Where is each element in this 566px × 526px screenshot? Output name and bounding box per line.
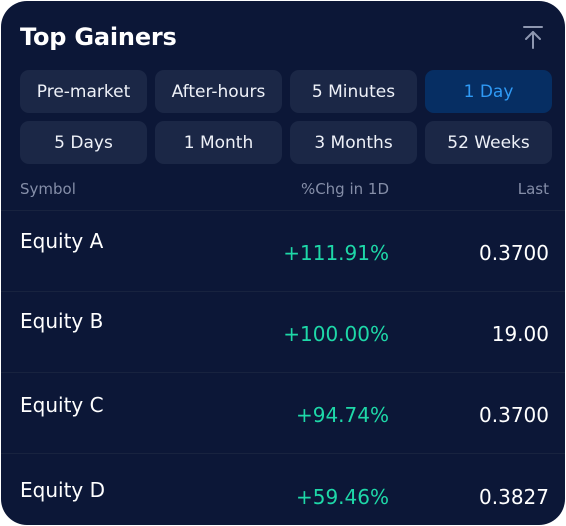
panel-title: Top Gainers xyxy=(20,23,177,51)
period-1-month-button[interactable]: 1 Month xyxy=(155,121,282,164)
column-header-last[interactable]: Last xyxy=(517,180,549,198)
collapse-button[interactable] xyxy=(519,23,547,51)
period-52-weeks-button[interactable]: 52 Weeks xyxy=(425,121,552,164)
period-selector: Pre-market After-hours 5 Minutes 1 Day 5… xyxy=(20,70,552,164)
row-symbol: Equity A xyxy=(20,229,104,253)
period-after-hours-button[interactable]: After-hours xyxy=(155,70,282,113)
period-3-months-button[interactable]: 3 Months xyxy=(290,121,417,164)
row-last-price: 0.3700 xyxy=(479,241,549,265)
table-row[interactable]: Equity C +94.74% 0.3700 xyxy=(1,372,565,454)
table-row[interactable]: Equity D +59.46% 0.3827 xyxy=(1,453,565,525)
row-change: +111.91% xyxy=(283,241,389,265)
row-last-price: 0.3700 xyxy=(479,403,549,427)
row-symbol: Equity D xyxy=(20,478,105,502)
row-change: +100.00% xyxy=(283,322,389,346)
row-symbol: Equity C xyxy=(20,393,104,417)
period-5-minutes-button[interactable]: 5 Minutes xyxy=(290,70,417,113)
row-symbol: Equity B xyxy=(20,309,104,333)
period-1-day-button[interactable]: 1 Day xyxy=(425,70,552,113)
collapse-to-top-icon xyxy=(523,26,543,49)
table-row[interactable]: Equity B +100.00% 19.00 xyxy=(1,291,565,373)
row-change: +94.74% xyxy=(295,403,389,427)
column-header-symbol[interactable]: Symbol xyxy=(20,180,76,198)
row-last-price: 0.3827 xyxy=(479,485,549,509)
row-change: +59.46% xyxy=(295,485,389,509)
row-last-price: 19.00 xyxy=(491,322,549,346)
period-pre-market-button[interactable]: Pre-market xyxy=(20,70,147,113)
column-header-change[interactable]: %Chg in 1D xyxy=(300,180,389,198)
table-row[interactable]: Equity A +111.91% 0.3700 xyxy=(1,210,565,292)
period-5-days-button[interactable]: 5 Days xyxy=(20,121,147,164)
